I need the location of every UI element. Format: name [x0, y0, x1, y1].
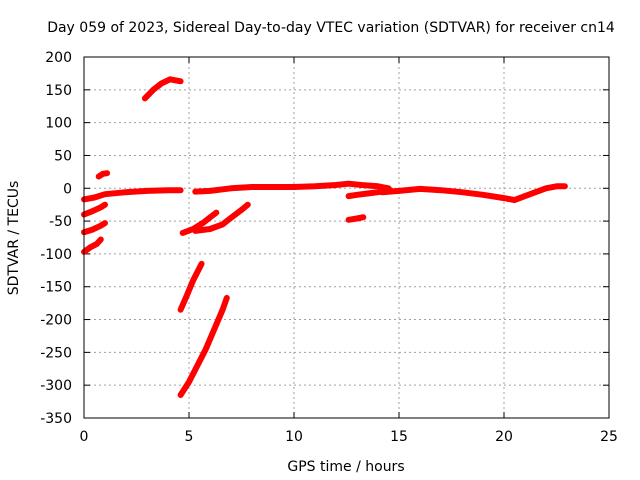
data-trace [141, 76, 184, 102]
y-tick-label: 100 [45, 116, 72, 132]
data-trace [177, 294, 230, 398]
y-axis-label: SDTVAR / TECUs [6, 181, 22, 296]
y-tick-label: -350 [40, 411, 72, 427]
data-trace [95, 170, 111, 180]
plot-frame [83, 56, 610, 419]
data-trace [177, 260, 205, 313]
data-trace [81, 187, 184, 203]
y-tick-label: -100 [40, 247, 72, 263]
data-trace [81, 236, 104, 255]
y-tick-label: -250 [40, 345, 72, 361]
y-tick-label: 50 [54, 148, 72, 164]
chart-title: Day 059 of 2023, Sidereal Day-to-day VTE… [47, 20, 615, 36]
data-trace [345, 214, 367, 223]
y-tick-label: -300 [40, 378, 72, 394]
x-tick-label: 20 [495, 429, 513, 445]
y-tick-label: 150 [45, 83, 72, 99]
y-tick-label: -150 [40, 280, 72, 296]
x-axis-label: GPS time / hours [287, 459, 404, 475]
y-tick-label: 200 [45, 50, 72, 66]
data-trace [379, 183, 568, 204]
y-tick-label: -200 [40, 313, 72, 329]
data-trace [192, 201, 251, 234]
data-trace [81, 201, 108, 218]
data-series [81, 76, 568, 398]
axis-ticks: 0 5 10 15 20 25 200 150 100 50 0 -50 -100 -150 -200 -25… [40, 50, 618, 445]
data-trace [81, 220, 108, 236]
data-trace [179, 209, 220, 236]
x-tick-label: 10 [285, 429, 303, 445]
x-tick-label: 0 [80, 429, 89, 445]
x-tick-label: 5 [185, 429, 194, 445]
x-tick-label: 15 [390, 429, 408, 445]
y-tick-label: 0 [63, 181, 72, 197]
x-tick-label: 25 [600, 429, 618, 445]
grid-lines [84, 57, 609, 418]
y-tick-label: -50 [49, 214, 72, 230]
data-trace [192, 180, 392, 195]
